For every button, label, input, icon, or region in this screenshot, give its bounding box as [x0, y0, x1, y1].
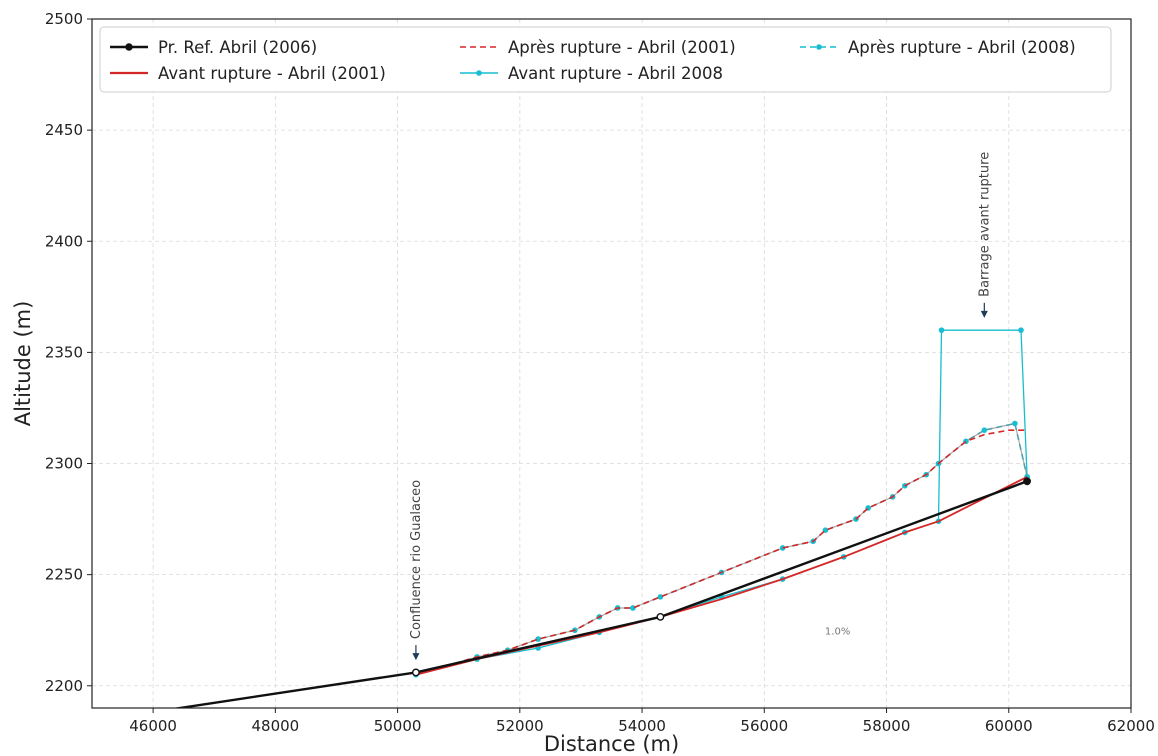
series-4	[413, 420, 1030, 678]
series-2	[415, 429, 1028, 676]
legend-label: Avant rupture - Abril (2001)	[158, 64, 386, 83]
data-point	[535, 636, 541, 642]
series-layer	[172, 327, 1031, 708]
series-3	[413, 327, 1030, 678]
legend-entry: Après rupture - Abril (2008)	[800, 38, 1076, 57]
legend-label: Après rupture - Abril (2008)	[848, 38, 1076, 57]
x-tick-label: 62000	[1107, 717, 1155, 735]
legend-marker	[816, 44, 822, 50]
y-tick-label: 2500	[45, 10, 83, 28]
y-tick-label: 2400	[45, 232, 83, 250]
y-axis-ticks: 2200 2250 2300 2350 2400 2450 2500	[45, 10, 92, 695]
data-point	[412, 668, 420, 677]
data-point	[1023, 477, 1031, 486]
x-tick-label: 46000	[129, 717, 177, 735]
grid-lines	[92, 18, 1132, 708]
legend-entry: Avant rupture - Abril 2008	[460, 64, 723, 83]
annotation: Confluence rio Gualaceo	[409, 480, 424, 661]
x-tick-label: 56000	[740, 717, 788, 735]
series-line-core	[415, 422, 1028, 676]
series-line	[415, 422, 1028, 676]
x-tick-label: 60000	[985, 717, 1033, 735]
x-tick-label: 52000	[496, 717, 544, 735]
y-tick-label: 2250	[45, 566, 83, 584]
legend-marker	[476, 70, 482, 76]
legend-label: Avant rupture - Abril 2008	[508, 64, 723, 83]
annotation-label: 1.0%	[825, 627, 850, 638]
x-tick-label: 58000	[863, 717, 911, 735]
series-line	[415, 329, 1028, 676]
y-tick-label: 2300	[45, 455, 83, 473]
x-tick-label: 48000	[251, 717, 299, 735]
x-axis-ticks: 46000 48000 50000 52000 54000 56000 58000 60000…	[129, 708, 1155, 735]
y-tick-label: 2350	[45, 343, 83, 361]
legend-box	[99, 26, 1112, 93]
annotations: Confluence rio Gualaceo Barrage avant rup…	[409, 152, 992, 661]
data-point	[656, 612, 665, 621]
annotation-arrowhead	[980, 310, 988, 318]
series-0	[172, 477, 1031, 708]
plot-frame	[91, 18, 1132, 709]
data-point	[938, 327, 945, 333]
legend-entry: Après rupture - Abril (2001)	[460, 38, 736, 57]
annotation-arrowhead	[412, 653, 420, 661]
legend-label: Pr. Ref. Abril (2006)	[158, 38, 317, 57]
series-line	[172, 480, 1028, 708]
x-tick-label: 50000	[374, 717, 422, 735]
y-tick-label: 2450	[45, 121, 83, 139]
legend: Pr. Ref. Abril (2006) Avant rupture - Abr…	[99, 26, 1112, 93]
annotation-label: Barrage avant rupture	[977, 152, 992, 297]
legend-entry: Avant rupture - Abril (2001)	[110, 64, 386, 83]
series-1	[415, 476, 1028, 676]
x-axis-label: Distance (m)	[544, 732, 679, 756]
annotation-label: Confluence rio Gualaceo	[409, 480, 424, 639]
y-axis-label: Altitude (m)	[11, 301, 35, 427]
series-line	[415, 476, 1028, 676]
y-tick-label: 2200	[45, 677, 83, 695]
data-point	[657, 594, 664, 600]
x-tick-label: 54000	[618, 717, 666, 735]
legend-entry: Pr. Ref. Abril (2006)	[110, 38, 317, 57]
legend-marker	[125, 43, 133, 51]
annotation: Barrage avant rupture	[977, 152, 992, 318]
legend-label: Après rupture - Abril (2001)	[508, 38, 736, 57]
series-line	[415, 429, 1028, 676]
data-point	[1018, 327, 1024, 333]
data-point	[1012, 420, 1018, 427]
data-point	[981, 427, 988, 433]
